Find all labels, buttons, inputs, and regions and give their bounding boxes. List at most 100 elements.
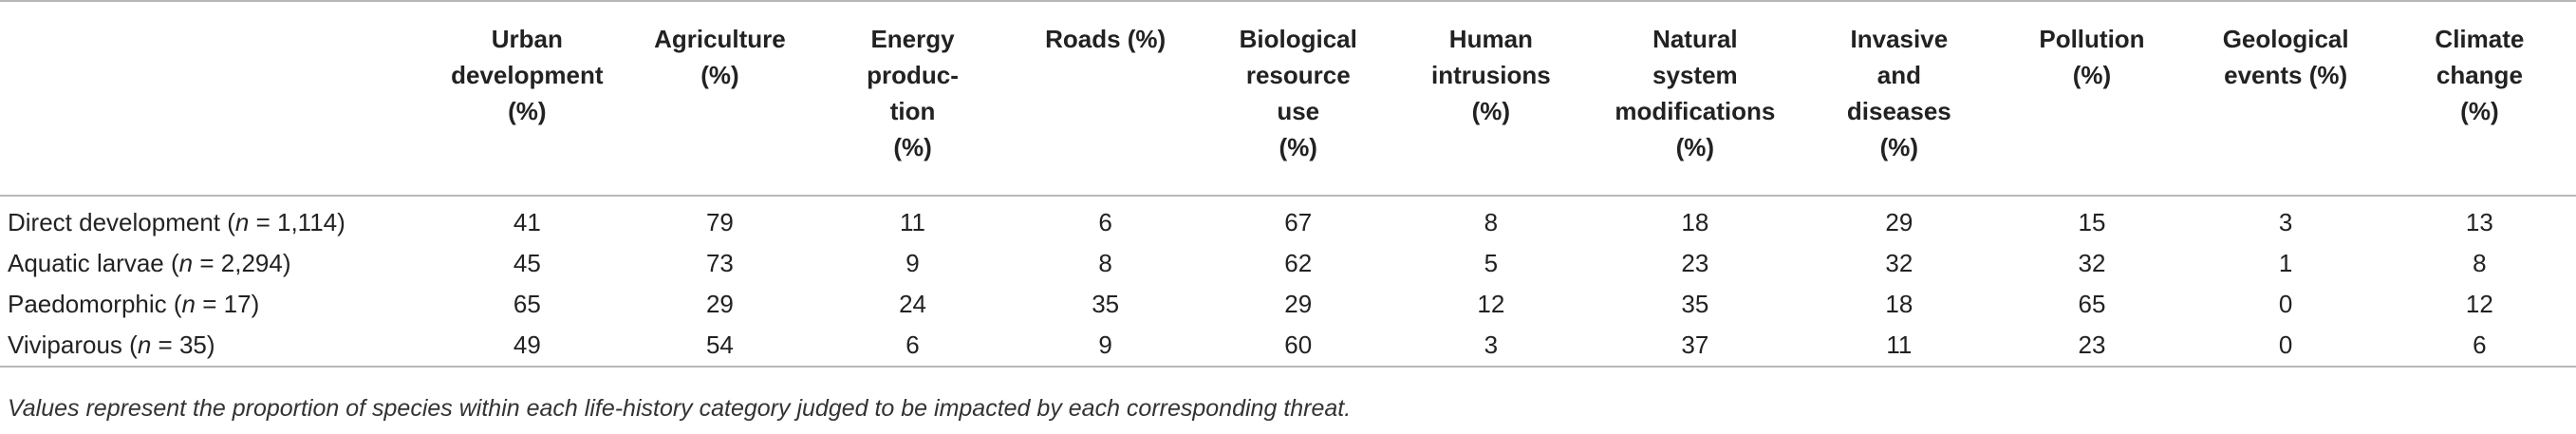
column-header-line: (%) (1471, 97, 1511, 125)
table-cell: 6 (2382, 325, 2576, 368)
column-header-line: Climate (2435, 25, 2525, 53)
column-header-line: tion (889, 97, 936, 125)
column-header: Pollution (%) (1995, 0, 2189, 197)
table-cell: 9 (1009, 325, 1203, 368)
table-cell: 62 (1284, 249, 1313, 277)
table-cell: 8 (1484, 208, 1499, 236)
column-header-line: Agriculture (654, 25, 786, 53)
row-sample-size-symbol: n (181, 290, 196, 318)
row-sample-size-value: = 1,114) (255, 208, 345, 236)
table-cell: 29 (1885, 208, 1913, 236)
table-row: Viviparous (n = 35) 49 54 6 9 60 3 37 11 23 0 6 (0, 325, 2576, 368)
table-cell: 29 (705, 290, 734, 318)
table-cell: 1 (2278, 249, 2293, 277)
table-cell: 6 (815, 325, 1010, 368)
table-cell: 18 (1885, 290, 1913, 318)
table-row: Aquatic larvae (n = 2,294) 45 73 9 8 62 5 23 32 3… (0, 243, 2576, 284)
column-header-line: Geological (2222, 25, 2349, 53)
column-header-line: modifications (1615, 97, 1776, 125)
column-header-line: and (1876, 61, 1921, 89)
row-label-text: Paedomorphic (8, 290, 167, 318)
table-cell: 11 (900, 208, 926, 236)
table-cell: 0 (2188, 325, 2383, 368)
row-label: Aquatic larvae (n = 2,294) (0, 243, 431, 284)
column-header-line: Natural (1652, 25, 1738, 53)
table-cell: 18 (1681, 208, 1709, 236)
column-header-line: change (2436, 61, 2523, 89)
column-header-line: diseases (1846, 97, 1951, 125)
column-header: Biological resource use (%) (1202, 0, 1395, 197)
column-header: Natural system modifications (%) (1587, 0, 1803, 197)
table-cell: 12 (2465, 290, 2493, 318)
row-sample-size-value: = 17) (202, 290, 260, 318)
row-label-paren: ( (121, 330, 138, 359)
column-header: Energy produc-tion (%) (815, 0, 1010, 197)
table-cell: 65 (513, 290, 541, 318)
threat-table: Urban development (%) Agriculture (%) Energy p… (0, 0, 2576, 368)
row-label: Viviparous (n = 35) (0, 325, 431, 368)
row-sample-size-symbol: n (178, 249, 194, 277)
column-header-line: (%) (893, 133, 932, 161)
table-cell: 3 (1394, 325, 1588, 368)
column-header: Urban development (%) (430, 0, 624, 197)
column-header-line: Energy (870, 25, 955, 53)
table-cell: 73 (705, 249, 734, 277)
table-cell: 24 (899, 290, 926, 318)
column-header: Geological events (%) (2188, 0, 2383, 197)
column-header-line: resource (1245, 61, 1351, 89)
table-cell: 8 (1098, 249, 1112, 277)
table-cell: 29 (1284, 290, 1313, 318)
table-cell: 15 (2078, 208, 2106, 236)
table-cell: 9 (905, 249, 920, 277)
row-sample-size-symbol: n (234, 208, 250, 236)
column-header: Invasive and diseases (%) (1802, 0, 1996, 197)
column-header-line: Pollution (2039, 25, 2145, 53)
column-header-line: (%) (2072, 61, 2112, 89)
table-cell: 13 (2465, 208, 2493, 236)
column-header-line: Human (1448, 25, 1533, 53)
table-cell: 5 (1484, 249, 1499, 277)
column-header: Agriculture (%) (623, 0, 816, 197)
table-cell: 23 (1681, 249, 1709, 277)
table-cell: 65 (2078, 290, 2106, 318)
row-label-paren: ( (166, 290, 182, 318)
table-cell: 32 (1885, 249, 1913, 277)
column-header-line: Invasive (1850, 25, 1949, 53)
column-header-line: use (1277, 97, 1320, 125)
row-sample-size-value: = 2,294) (199, 249, 291, 277)
column-header-line: intrusions (1431, 61, 1551, 89)
column-header-line: (%) (1879, 133, 1919, 161)
table-cell: 35 (1092, 290, 1120, 318)
row-label-text: Viviparous (8, 330, 122, 359)
row-label-text: Aquatic larvae (8, 249, 164, 277)
column-header: Climate change (%) (2382, 0, 2576, 197)
table-cell: 3 (2278, 208, 2293, 236)
column-header-line: (%) (508, 97, 547, 125)
table-cell: 41 (513, 208, 541, 236)
column-header-line: (%) (2460, 97, 2499, 125)
column-header-line: development (451, 61, 604, 89)
table-header-row: Urban development (%) Agriculture (%) Energy p… (0, 0, 2576, 197)
table-cell: 79 (705, 208, 734, 236)
table-cell: 11 (1802, 325, 1996, 368)
row-label: Paedomorphic (n = 17) (0, 284, 431, 325)
column-header: Roads (%) (1009, 0, 1203, 197)
table-cell: 54 (623, 325, 816, 368)
row-label-text: Direct development (8, 208, 220, 236)
column-header-line: events (%) (2224, 61, 2348, 89)
table-body: Direct development (n = 1,114) 41 79 11 6 67 8… (0, 196, 2576, 368)
table-cell: 23 (1995, 325, 2189, 368)
table-cell: 0 (2278, 290, 2293, 318)
table-cell: 67 (1284, 208, 1313, 236)
column-header-line: (%) (1675, 133, 1715, 161)
table-cell: 45 (513, 249, 541, 277)
table-row: Direct development (n = 1,114) 41 79 11 6 67 8… (0, 196, 2576, 243)
column-header-line: Biological (1239, 25, 1357, 53)
table-footnote: Values represent the proportion of speci… (8, 395, 1352, 422)
row-label-paren: ( (220, 208, 235, 236)
table-cell: 35 (1681, 290, 1709, 318)
row-sample-size-symbol: n (137, 330, 152, 359)
column-header-line: Urban (491, 25, 563, 53)
column-header-line: produc- (867, 61, 959, 89)
table-row: Paedomorphic (n = 17) 65 29 24 35 29 12 35 18 65 0… (0, 284, 2576, 325)
